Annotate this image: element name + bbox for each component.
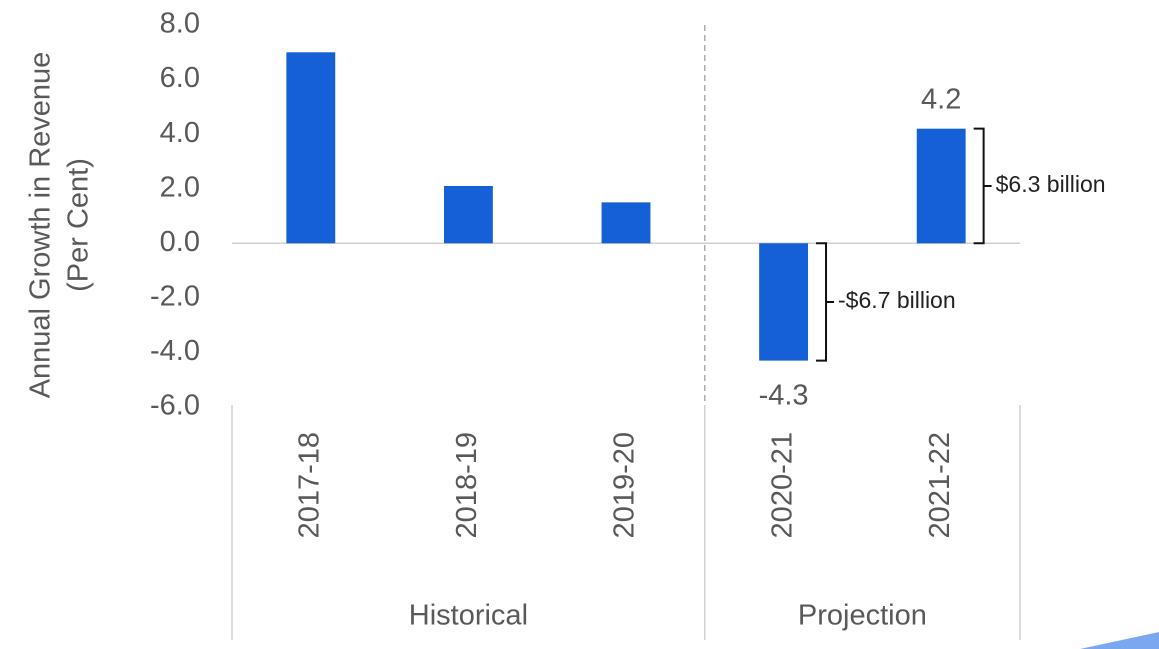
y-axis-label: Annual Growth in Revenue — [25, 52, 57, 399]
x-tick-label: 2018-19 — [451, 432, 483, 538]
bar — [759, 243, 809, 361]
y-tick-label: 2.0 — [160, 171, 200, 203]
y-tick-label: 8.0 — [160, 8, 200, 40]
y-axis-label: (Per Cent) — [63, 158, 95, 292]
annotation: -$6.7 billion — [838, 287, 956, 313]
bar — [601, 202, 651, 244]
y-tick-label: 4.0 — [160, 117, 200, 149]
group-label: Historical — [409, 600, 528, 632]
x-tick-label: 2020-21 — [766, 432, 798, 538]
bracket — [816, 242, 835, 362]
group-label: Projection — [798, 600, 927, 632]
decoration — [1080, 632, 1159, 649]
bar — [443, 185, 493, 244]
data-label: -4.3 — [759, 379, 809, 411]
y-tick-label: -6.0 — [150, 390, 200, 422]
x-tick-label: 2019-20 — [609, 432, 641, 538]
y-tick-label: 6.0 — [160, 62, 200, 94]
y-tick-label: 0.0 — [160, 226, 200, 258]
x-tick-label: 2017-18 — [293, 432, 325, 538]
annotation: $6.3 billion — [996, 171, 1106, 197]
bracket — [973, 127, 992, 245]
bar — [286, 52, 336, 244]
x-tick-label: 2021-22 — [924, 432, 956, 538]
y-tick-label: -2.0 — [150, 281, 200, 313]
y-tick-label: -4.0 — [150, 335, 200, 367]
bar — [916, 128, 966, 244]
data-label: 4.2 — [921, 83, 961, 115]
